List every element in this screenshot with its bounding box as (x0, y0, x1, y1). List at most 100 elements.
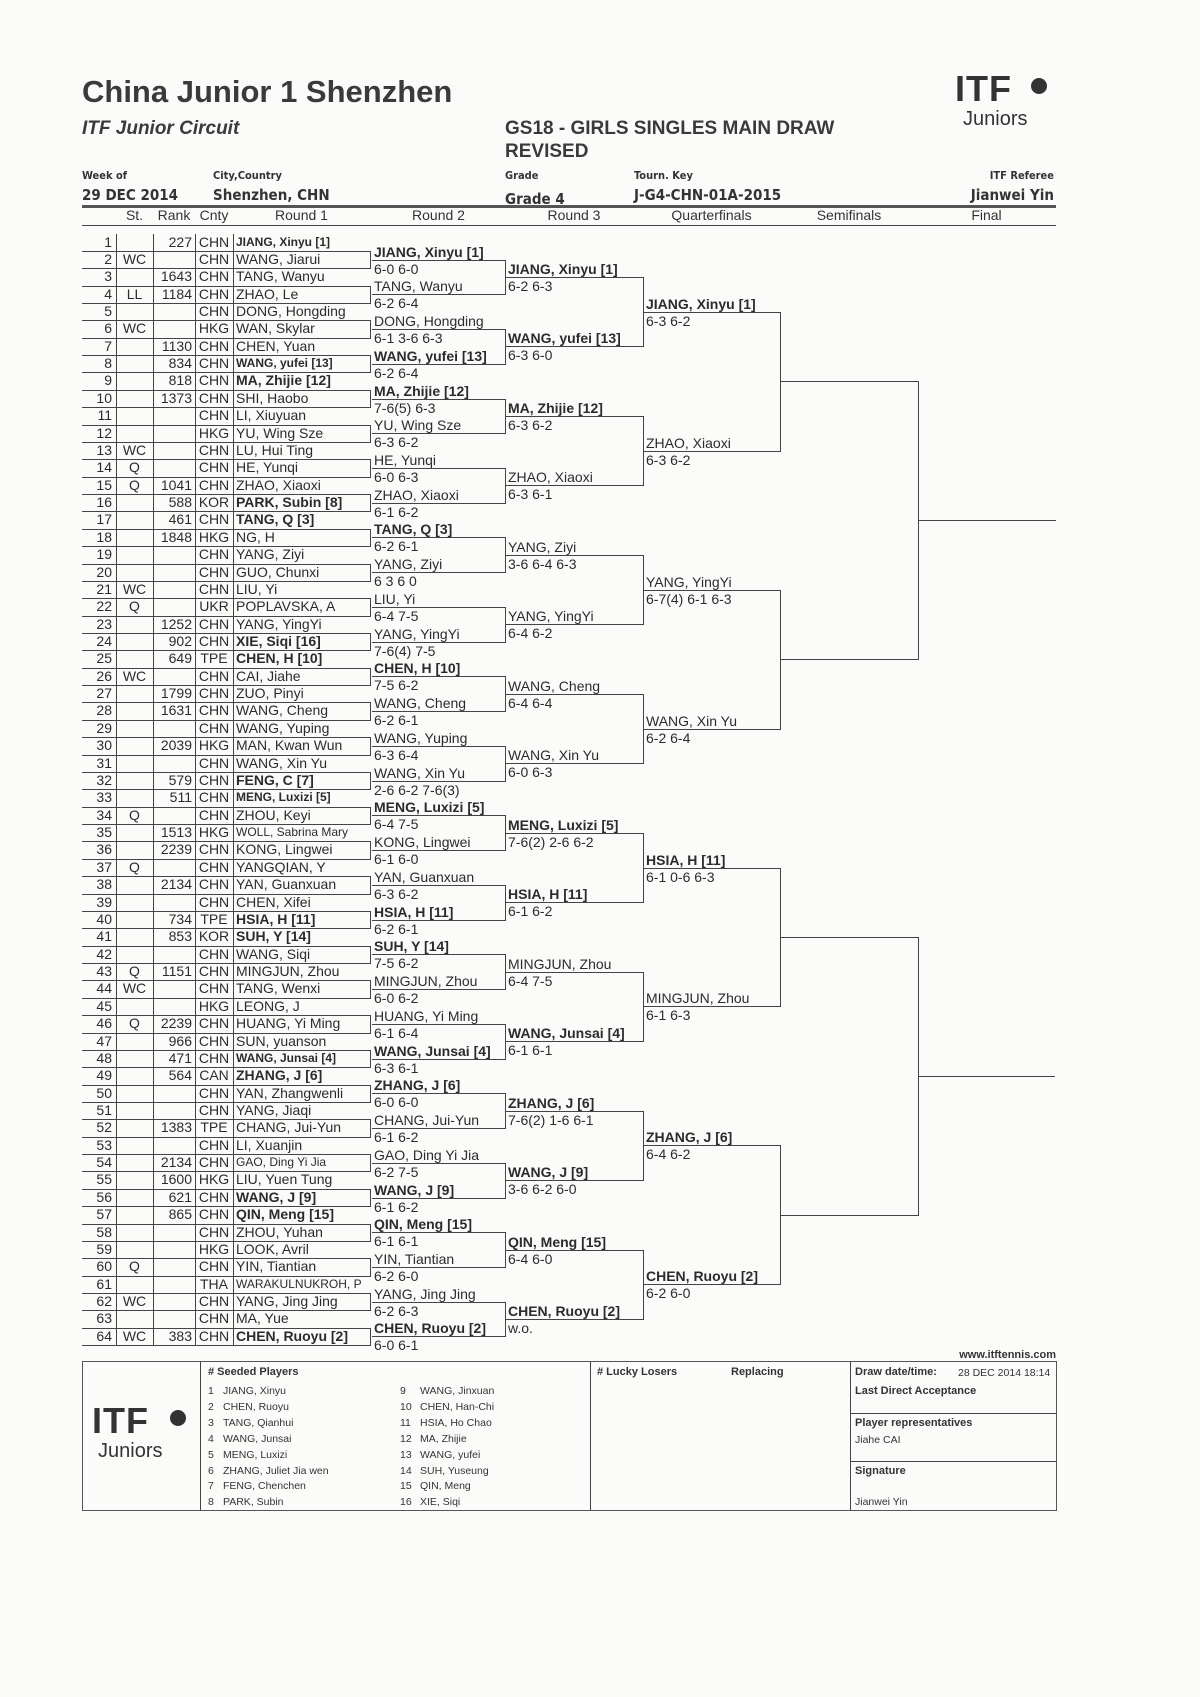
round2-line (372, 329, 505, 331)
quarterfinal-score: 6-1 6-3 (646, 1007, 691, 1024)
seed-number: 11 (400, 1416, 411, 1429)
entry-rank: 2239 (160, 841, 192, 858)
entry-player: GAO, Ding Yi Jia (236, 1155, 327, 1170)
round2-winner: SUH, Y [14] (374, 938, 449, 955)
entry-status: WC (122, 980, 147, 997)
entry-country: TPE (200, 1119, 228, 1136)
entry-status: WC (122, 1327, 147, 1344)
entry-country: CHN (198, 511, 230, 528)
entry-rank: 1631 (160, 702, 192, 719)
quarterfinal-score: 6-4 6-2 (646, 1146, 691, 1163)
row-divider (82, 250, 370, 252)
entry-player: YIN, Tiantian (236, 1258, 317, 1275)
entry-rank (153, 407, 192, 424)
entry-number: 64 (96, 1327, 112, 1344)
event-title: GS18 - GIRLS SINGLES MAIN DRAW REVISED (505, 117, 834, 163)
round2-score: 6-1 6-2 (374, 1198, 419, 1215)
seed-player: WANG, Junsai (223, 1432, 292, 1445)
tennis-ball-icon (1031, 78, 1047, 94)
round2-winner: ZHAO, Xiaoxi (374, 486, 459, 503)
entry-country: CHN (198, 945, 230, 962)
round3-winner: MENG, Luxizi [5] (508, 816, 619, 833)
entry-country: CHN (198, 1206, 230, 1223)
quarterfinal-line (644, 1006, 780, 1008)
signature-value: Jianwei Yin (855, 1496, 908, 1508)
entry-country: CHN (198, 1102, 230, 1118)
round2-winner: GAO, Ding Yi Jia (374, 1146, 480, 1163)
city-label: City,Country (213, 169, 282, 182)
quarterfinal-line (644, 867, 780, 869)
entry-status: WC (122, 250, 147, 267)
round2-connector (370, 771, 371, 791)
row-divider (82, 1049, 370, 1051)
round3-score: 3-6 6-4 6-3 (508, 555, 577, 572)
entry-number: 63 (96, 1310, 112, 1327)
entry-rank (153, 459, 192, 476)
entry-number: 44 (96, 980, 112, 997)
row-divider (82, 980, 370, 982)
entry-rank: 1600 (160, 1171, 192, 1188)
tennis-ball-icon (170, 1410, 186, 1426)
round3-winner: QIN, Meng [15] (508, 1233, 607, 1250)
round2-score: 6-2 7-5 (374, 1163, 419, 1180)
entry-country: CHN (198, 806, 230, 823)
round3-connector (505, 676, 506, 713)
row-divider (82, 841, 370, 843)
round2-connector (370, 563, 371, 582)
entry-status (116, 1310, 153, 1327)
entry-player: MA, Yue (236, 1310, 289, 1327)
quarterfinal-connector (643, 1110, 644, 1182)
row-divider (82, 771, 370, 773)
round3-connector (505, 1232, 506, 1268)
round3-line (506, 1180, 643, 1182)
entry-status: Q (129, 476, 140, 493)
entry-status (116, 390, 153, 407)
row-divider (82, 824, 370, 826)
entry-number: 28 (96, 702, 112, 719)
entry-player: CHANG, Jui-Yun (236, 1119, 342, 1136)
row-divider (82, 1293, 370, 1295)
entry-number: 30 (96, 737, 112, 754)
round3-connector (505, 884, 506, 921)
seed-player: XIE, Siqi (420, 1496, 461, 1509)
entry-country: CHN (198, 685, 230, 702)
entry-country: HKG (198, 737, 230, 754)
quarterfinal-connector (643, 1249, 644, 1321)
entry-country: CHN (198, 754, 230, 771)
entry-country: CHN (198, 963, 230, 980)
entry-country: CHN (198, 459, 230, 476)
entry-rank: 853 (168, 928, 192, 945)
round2-winner: TANG, Wanyu (374, 278, 463, 295)
entry-rank: 902 (168, 633, 192, 649)
seed-player: TANG, Qianhui (223, 1416, 294, 1429)
entry-player: LI, Xuanjin (236, 1136, 303, 1153)
entry-player: POPLAVSKA, A (236, 598, 336, 615)
entry-number: 53 (96, 1136, 112, 1153)
seed-player: PARK, Subin (223, 1496, 284, 1509)
entry-number: 22 (96, 598, 112, 615)
entry-status: Q (129, 1015, 140, 1032)
quarterfinal-score: 6-2 6-4 (646, 729, 691, 746)
round2-line (372, 850, 505, 852)
row-divider (82, 459, 370, 461)
round3-winner: WANG, J [9] (508, 1164, 589, 1181)
entry-status (116, 737, 153, 754)
round2-line (372, 1128, 505, 1130)
round2-line (372, 1162, 505, 1164)
entry-rank: 621 (168, 1188, 192, 1205)
entry-number: 34 (96, 806, 112, 823)
round2-connector (370, 1223, 371, 1242)
entry-player: LI, Xiuyuan (236, 407, 307, 424)
entry-status (116, 1171, 153, 1188)
round3-connector (505, 467, 506, 504)
entry-number: 13 (96, 441, 112, 458)
entry-player: ZHOU, Yuhan (236, 1223, 323, 1240)
entry-country: HKG (198, 1240, 230, 1257)
round2-winner: JIANG, Xinyu [1] (374, 243, 484, 260)
round3-winner: YANG, Ziyi (508, 538, 577, 555)
entry-player: PARK, Subin [8] (236, 494, 343, 511)
entry-country: CHN (198, 563, 230, 580)
entry-number: 11 (97, 407, 112, 424)
round2-score: 6-0 6-0 (374, 1094, 419, 1111)
row-divider (82, 337, 370, 339)
